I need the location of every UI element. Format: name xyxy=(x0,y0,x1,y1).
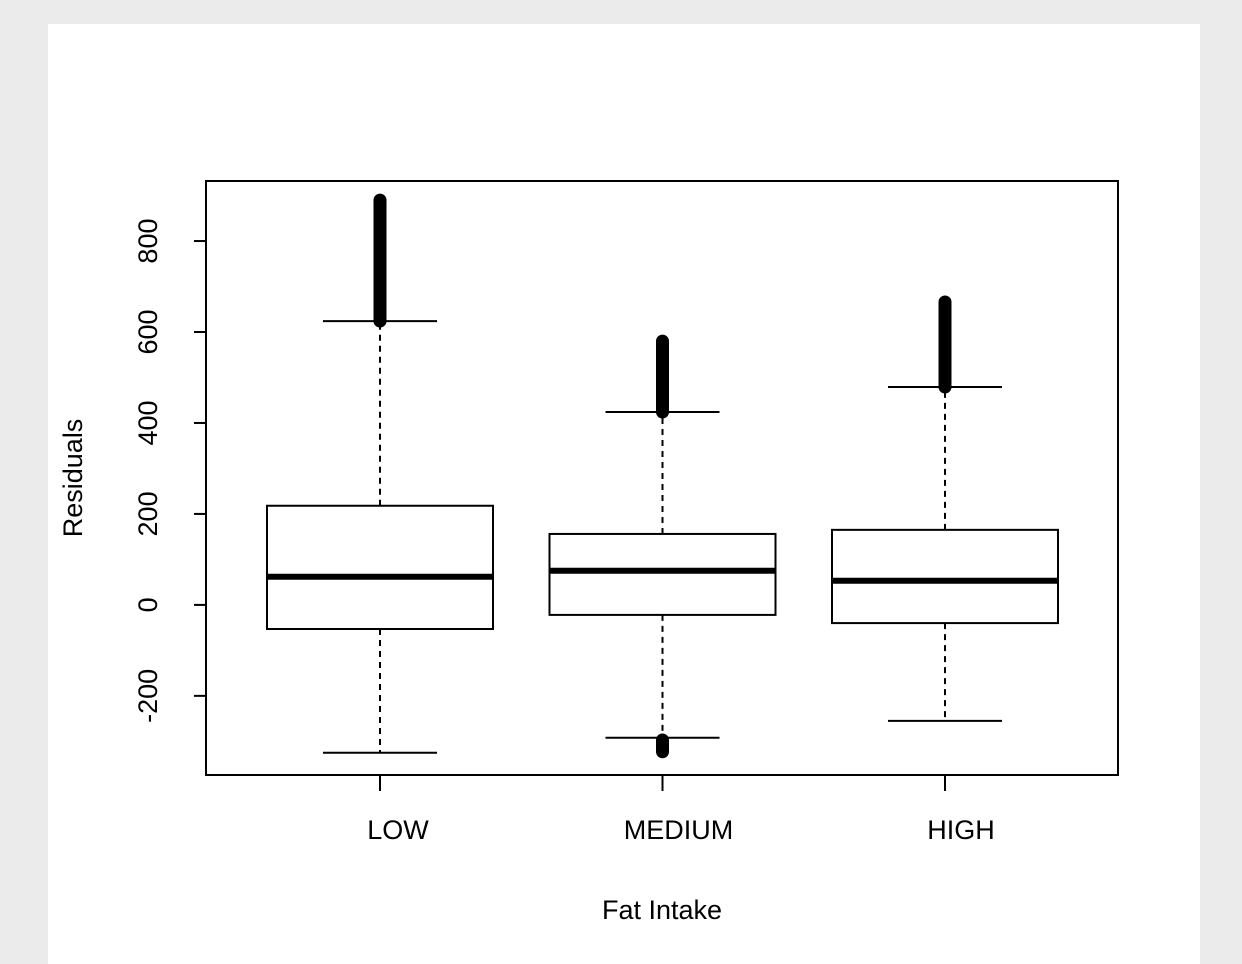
y-tick-label: 0 xyxy=(133,597,163,612)
y-tick-label: 400 xyxy=(133,400,163,445)
box xyxy=(548,532,777,616)
y-tick-label: -200 xyxy=(133,669,163,723)
y-axis-title: Residuals xyxy=(58,419,88,538)
box xyxy=(266,504,494,631)
y-tick-label: 200 xyxy=(133,491,163,536)
x-tick-label: MEDIUM xyxy=(624,815,734,845)
x-tick-label: LOW xyxy=(367,815,429,845)
y-tick-label: 600 xyxy=(133,309,163,354)
box xyxy=(831,528,1059,625)
x-tick-label: HIGH xyxy=(927,815,995,845)
y-tick-label: 800 xyxy=(133,219,163,264)
x-axis-title: Fat Intake xyxy=(602,895,722,925)
